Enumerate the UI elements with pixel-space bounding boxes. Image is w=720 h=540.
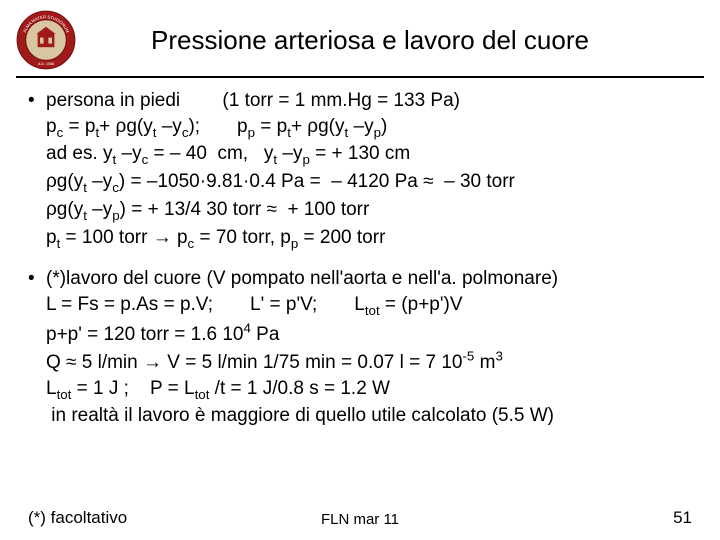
bullet-2-body: (*)lavoro del cuore (V pompato nell'aort… <box>46 266 692 429</box>
slide: ALMA MATER STUDIORUM A.D. 1088 Pressione… <box>0 0 720 540</box>
page-title: Pressione arteriosa e lavoro del cuore <box>76 25 704 56</box>
b1-l4: ρg(yt –yp) = + 13/4 30 torr ≈ + 100 torr <box>46 199 369 220</box>
b1-l3: ρg(yt –yc) = –1050·9.81·0.4 Pa = – 4120 … <box>46 171 515 192</box>
b2-l3: Q ≈ 5 l/min → V = 5 l/min 1/75 min = 0.0… <box>46 352 503 373</box>
bullet-1: • persona in piedi (1 torr = 1 mm.Hg = 1… <box>28 88 692 252</box>
header: ALMA MATER STUDIORUM A.D. 1088 Pressione… <box>0 0 720 70</box>
title-rule <box>16 76 704 78</box>
b1-l5: pt = 100 torr → pc = 70 torr, pp = 200 t… <box>46 227 385 248</box>
bullet-2: • (*)lavoro del cuore (V pompato nell'ao… <box>28 266 692 429</box>
b1-l2: ad es. yt –yc = – 40 cm, yt –yp = + 130 … <box>46 143 410 164</box>
page-number: 51 <box>673 508 692 528</box>
b2-intro: (*)lavoro del cuore (V pompato nell'aort… <box>46 268 558 289</box>
svg-text:A.D. 1088: A.D. 1088 <box>38 62 54 66</box>
b1-l1: pc = pt+ ρg(yt –yc); pp = pt+ ρg(yt –yp) <box>46 116 387 137</box>
content: • persona in piedi (1 torr = 1 mm.Hg = 1… <box>0 88 720 429</box>
bullet-dot-icon: • <box>28 266 46 429</box>
b2-l2: p+p' = 120 torr = 1.6 104 Pa <box>46 324 279 345</box>
b1-intro: persona in piedi <box>46 90 180 111</box>
b2-l5: in realtà il lavoro è maggiore di quello… <box>46 405 554 426</box>
bullet-1-body: persona in piedi (1 torr = 1 mm.Hg = 133… <box>46 88 692 252</box>
bullet-dot-icon: • <box>28 88 46 252</box>
b1-unit: (1 torr = 1 mm.Hg = 133 Pa) <box>222 90 460 111</box>
footer: (*) facoltativo FLN mar 11 51 <box>0 508 720 528</box>
footnote: (*) facoltativo <box>28 508 127 528</box>
b2-l4: Ltot = 1 J ; P = Ltot /t = 1 J/0.8 s = 1… <box>46 378 390 399</box>
university-seal-icon: ALMA MATER STUDIORUM A.D. 1088 <box>16 10 76 70</box>
b2-l1: L = Fs = p.As = p.V; L' = p'V; Ltot = (p… <box>46 294 463 315</box>
